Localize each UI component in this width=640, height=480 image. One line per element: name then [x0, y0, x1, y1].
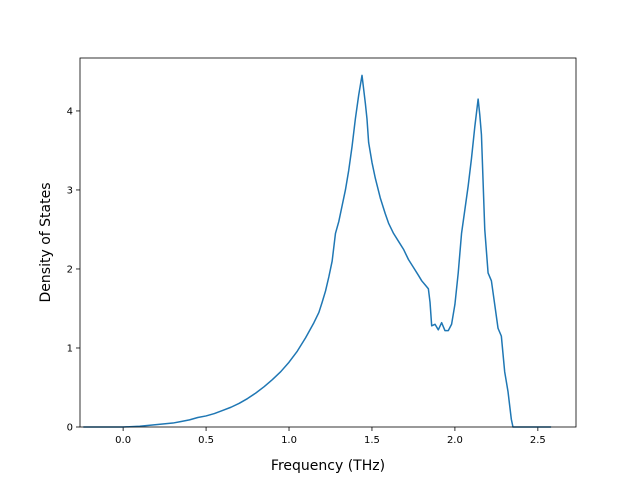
- x-tick-label: 0.5: [198, 435, 214, 446]
- x-tick-label: 1.5: [364, 435, 380, 446]
- dos-series-line: [83, 74, 552, 428]
- y-tick-label: 4: [67, 106, 73, 117]
- x-tick-label: 2.5: [530, 435, 546, 446]
- x-axis-label: Frequency (THz): [271, 458, 385, 474]
- y-tick-label: 2: [67, 264, 73, 275]
- y-tick-label: 3: [67, 185, 73, 196]
- y-tick-label: 1: [67, 343, 73, 354]
- x-axis-ticks: 0.0 0.5 1.0 1.5 2.0 2.5: [115, 427, 546, 446]
- x-tick-label: 0.0: [115, 435, 131, 446]
- series-group: [83, 74, 552, 428]
- plot-area: [80, 58, 576, 427]
- plot-frame: [79, 57, 577, 428]
- y-axis-label: Density of States: [38, 183, 54, 303]
- y-tick-label: 0: [67, 423, 73, 434]
- x-tick-label: 1.0: [281, 435, 297, 446]
- y-axis-ticks: 0 1 2 3 4: [67, 106, 80, 434]
- x-tick-label: 2.0: [447, 435, 463, 446]
